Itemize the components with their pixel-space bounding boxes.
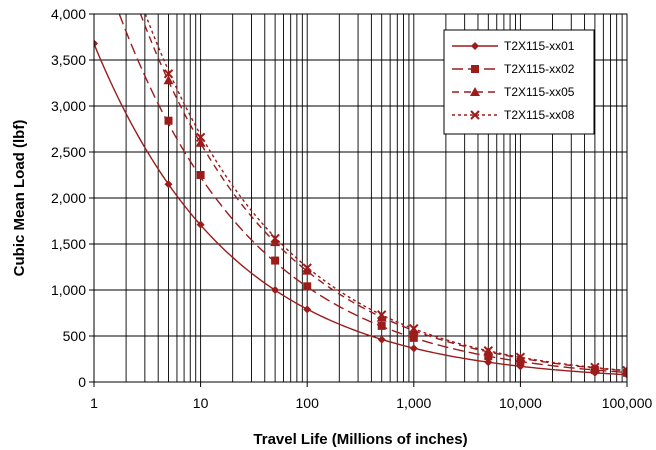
- data-point: [196, 220, 205, 229]
- legend-item: T2X115-xx08: [452, 108, 575, 122]
- data-point-stroke: [622, 369, 627, 376]
- data-point-stroke: [377, 310, 387, 320]
- data-point: [377, 310, 387, 320]
- data-point-stroke: [483, 346, 494, 356]
- legend-label: T2X115-xx01: [504, 39, 575, 53]
- data-point-stroke: [515, 352, 526, 362]
- series-layer: [94, 14, 627, 379]
- y-tick-label: 4,000: [51, 6, 86, 22]
- legend-label: T2X115-xx08: [504, 108, 575, 122]
- data-point: [196, 171, 205, 179]
- data-point: [303, 282, 312, 291]
- data-point-stroke: [302, 263, 312, 273]
- data-point-stroke: [163, 69, 174, 79]
- data-point: [302, 265, 313, 275]
- legend-item: T2X115-xx02: [452, 62, 575, 76]
- y-tick-label: 2,000: [51, 190, 86, 206]
- data-point: [163, 75, 174, 85]
- data-point: [377, 335, 386, 344]
- x-tick-label: 1: [90, 395, 98, 411]
- data-point: [270, 237, 281, 247]
- y-tick-label: 2,500: [51, 144, 86, 160]
- x-axis-title: Travel Life (Millions of inches): [253, 431, 467, 448]
- legend-item: T2X115-xx01: [452, 39, 575, 53]
- grid-lines: [94, 14, 627, 382]
- data-point: [195, 137, 206, 147]
- legend-label: T2X115-xx02: [504, 62, 575, 76]
- data-point: [409, 333, 418, 342]
- data-point: [195, 132, 206, 142]
- data-point: [470, 87, 480, 96]
- series-line: [118, 14, 627, 374]
- data-point: [484, 352, 493, 361]
- x-axis-ticks: 1 10 100 1,000 10,000 100,000: [90, 382, 653, 411]
- y-tick-label: 3,000: [51, 98, 86, 114]
- data-point: [471, 42, 479, 50]
- x-tick-label: 1,000: [396, 395, 431, 411]
- data-point: [94, 39, 98, 48]
- x-tick-label: 100: [296, 395, 320, 411]
- y-tick-label: 1,500: [51, 236, 86, 252]
- data-point: [303, 305, 312, 314]
- y-tick-label: 1,000: [51, 282, 86, 298]
- data-point: [377, 321, 386, 330]
- data-point-stroke: [470, 110, 480, 120]
- legend-item: T2X115-xx05: [452, 85, 575, 99]
- data-point: [270, 233, 280, 244]
- data-point-stroke: [409, 323, 419, 334]
- data-point-stroke: [195, 132, 206, 142]
- x-tick-label: 10,000: [499, 395, 542, 411]
- x-tick-label: 100,000: [602, 395, 653, 411]
- data-point: [271, 256, 280, 265]
- series-line: [94, 43, 627, 376]
- data-point: [590, 362, 600, 372]
- y-tick-label: 0: [78, 374, 86, 390]
- data-point: [164, 180, 173, 189]
- data-point: [164, 116, 173, 125]
- legend-box: [443, 29, 595, 135]
- data-point: [163, 69, 174, 79]
- data-point: [376, 312, 387, 322]
- data-point-stroke: [590, 362, 600, 372]
- y-tick-label: 500: [63, 328, 87, 344]
- data-point: [483, 346, 494, 356]
- legend-label: T2X115-xx05: [504, 85, 575, 99]
- data-point-stroke: [270, 233, 280, 244]
- data-point: [302, 263, 312, 273]
- x-tick-label: 10: [193, 395, 209, 411]
- y-axis-ticks: 0 500 1,000 1,500 2,000 2,500 3,000 3,500 4,000: [51, 6, 94, 390]
- data-point: [271, 286, 280, 294]
- data-point: [409, 323, 419, 334]
- data-point: [622, 365, 627, 376]
- legend: T2X115-xx01 T2X115-xx02 T2X115-xx05 T2X115-…: [443, 29, 595, 135]
- y-axis-title: Cubic Mean Load (lbf): [11, 120, 28, 277]
- data-point: [471, 65, 479, 73]
- data-point: [470, 110, 480, 120]
- series-line: [144, 14, 627, 372]
- series-4: [144, 14, 627, 376]
- y-tick-label: 3,500: [51, 52, 86, 68]
- data-point: [515, 352, 526, 362]
- data-point: [409, 344, 418, 353]
- data-point-stroke: [622, 365, 627, 372]
